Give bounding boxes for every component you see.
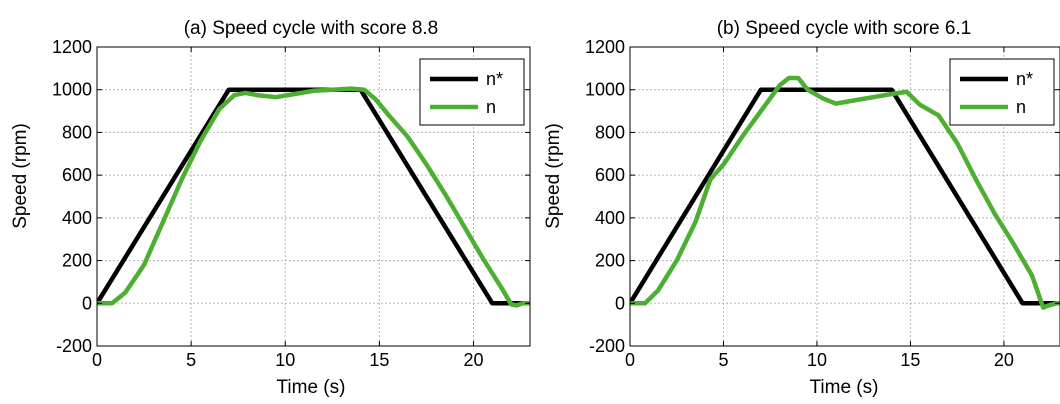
- x-tick-label: 5: [186, 350, 196, 370]
- x-tick-label: 0: [625, 350, 635, 370]
- legend: n* n: [949, 58, 1055, 126]
- chart-b: (b) Speed cycle with score 6.1 Speed (rp…: [543, 18, 1060, 398]
- chart-title: (b) Speed cycle with score 6.1: [717, 18, 972, 39]
- y-tick-label: 600: [595, 165, 625, 185]
- axes-frame: [629, 46, 1060, 347]
- y-tick-label: 0: [82, 293, 92, 313]
- y-axis-label: Speed (rpm): [10, 123, 31, 229]
- y-tick-label: 0: [615, 293, 625, 313]
- legend-label: n: [486, 97, 496, 117]
- y-tick-label: 200: [62, 251, 92, 271]
- chart-a: (a) Speed cycle with score 8.8 Speed (rp…: [10, 18, 531, 398]
- legend-label: n*: [1016, 69, 1033, 89]
- y-axis-label: Speed (rpm): [543, 123, 564, 229]
- y-tick-label: 1200: [52, 37, 92, 57]
- y-tick-label: 800: [62, 122, 92, 142]
- x-tick-label: 20: [464, 350, 484, 370]
- series-line-reference: [630, 87, 1060, 306]
- legend-label: n*: [486, 69, 503, 89]
- y-tick-label: 800: [595, 122, 625, 142]
- y-tick-label: 1000: [52, 80, 92, 100]
- x-tick-label: 20: [994, 350, 1014, 370]
- y-tick-label: 200: [595, 251, 625, 271]
- y-tick-label: 400: [62, 208, 92, 228]
- y-tick-label: 600: [62, 165, 92, 185]
- y-tick-label: -200: [589, 336, 625, 356]
- axes-frame: [96, 46, 531, 347]
- x-tick-label: 0: [92, 350, 102, 370]
- legend-box: [949, 58, 1055, 126]
- legend: n* n: [419, 58, 525, 126]
- y-tick-label: 1000: [585, 80, 625, 100]
- x-tick-label: 10: [807, 350, 827, 370]
- series-line-measured: [630, 75, 1060, 310]
- x-tick-label: 5: [718, 350, 728, 370]
- x-axis-label: Time (s): [277, 377, 346, 398]
- legend-box: [419, 58, 525, 126]
- legend-label: n: [1016, 97, 1026, 117]
- x-tick-label: 10: [275, 350, 295, 370]
- x-axis-label: Time (s): [810, 377, 879, 398]
- x-tick-label: 15: [900, 350, 920, 370]
- series-line-measured: [97, 86, 530, 308]
- y-tick-label: 1200: [585, 37, 625, 57]
- x-tick-label: 15: [369, 350, 389, 370]
- y-tick-label: -200: [56, 336, 92, 356]
- chart-title: (a) Speed cycle with score 8.8: [184, 18, 439, 39]
- y-tick-label: 400: [595, 208, 625, 228]
